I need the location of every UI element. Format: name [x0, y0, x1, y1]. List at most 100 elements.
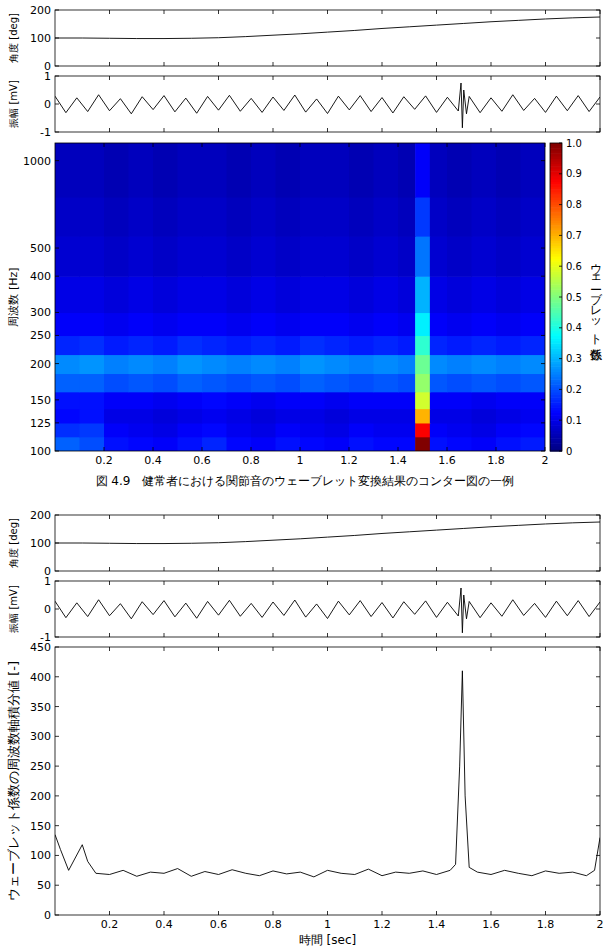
- y-tick: [541, 335, 545, 336]
- heat-cell: [521, 354, 546, 374]
- x-tick-label: 2: [542, 454, 549, 467]
- heat-cell: [104, 312, 129, 336]
- y-tick: [541, 276, 545, 277]
- x-tick: [164, 62, 165, 66]
- heat-cell: [415, 354, 430, 374]
- heat-cell: [129, 143, 154, 198]
- heat-cell: [472, 143, 497, 198]
- x-tick-label: 0.6: [210, 918, 228, 931]
- plot-area: [55, 588, 600, 633]
- y-tick: [596, 515, 600, 516]
- heat-cell: [325, 392, 350, 409]
- colorbar-tick: [559, 235, 562, 236]
- heat-cell: [496, 276, 521, 313]
- heat-cell: [415, 437, 430, 451]
- colorbar-tick: [559, 451, 562, 452]
- figure: 0100200角度 [deg]-101振幅 [mV]00.10.20.30.40…: [0, 0, 610, 951]
- heat-cell: [521, 312, 546, 336]
- heat-cell: [430, 409, 448, 424]
- heat-cell: [153, 437, 178, 451]
- data-line: [55, 17, 600, 39]
- heat-cell: [349, 236, 374, 277]
- heat-cell: [374, 143, 399, 198]
- heat-cell: [227, 335, 252, 355]
- x-tick: [436, 515, 437, 519]
- x-tick-label: 0.2: [101, 918, 119, 931]
- y-tick: [541, 399, 545, 400]
- heat-cell: [300, 437, 325, 451]
- heat-cell: [227, 354, 252, 374]
- x-tick: [447, 143, 448, 147]
- heat-cell: [472, 236, 497, 277]
- plot-area: [55, 671, 600, 877]
- heat-cell: [430, 392, 448, 409]
- heat-cell: [153, 335, 178, 355]
- x-tick-label: 1.4: [389, 454, 407, 467]
- heat-cell: [276, 312, 301, 336]
- heat-cell: [129, 437, 154, 451]
- heat-cell: [80, 312, 105, 336]
- x-tick: [218, 647, 219, 651]
- heat-cell: [276, 423, 301, 437]
- y-tick-label: 0: [44, 909, 51, 922]
- x-tick: [491, 10, 492, 14]
- x-tick: [545, 447, 546, 451]
- plot-area: [55, 143, 545, 451]
- y-tick-label: 400: [30, 671, 51, 684]
- heat-cell: [104, 392, 129, 409]
- x-tick: [491, 581, 492, 585]
- x-tick-label: 0.8: [242, 454, 260, 467]
- x-tick: [491, 76, 492, 80]
- heat-cell: [374, 236, 399, 277]
- y-tick-label: 100: [30, 849, 51, 862]
- heat-cell: [415, 236, 430, 277]
- heat-cell: [398, 143, 416, 198]
- heat-cell: [178, 409, 203, 424]
- heat-cell: [521, 373, 546, 392]
- heat-cell: [227, 409, 252, 424]
- x-tick: [382, 581, 383, 585]
- x-tick: [327, 128, 328, 132]
- x-tick: [436, 62, 437, 66]
- y-tick: [55, 422, 59, 423]
- heat-cell: [374, 335, 399, 355]
- y-tick: [596, 637, 600, 638]
- heat-cell: [227, 423, 252, 437]
- y-tick: [596, 609, 600, 610]
- y-tick: [596, 706, 600, 707]
- y-tick: [596, 766, 600, 767]
- heat-cell: [349, 335, 374, 355]
- heat-cell: [153, 373, 178, 392]
- x-tick-label: 0.6: [193, 454, 211, 467]
- heat-cell: [178, 437, 203, 451]
- x-tick: [164, 581, 165, 585]
- heat-cell: [398, 373, 416, 392]
- y-tick: [55, 160, 59, 161]
- heat-cell: [415, 373, 430, 392]
- heat-cell: [374, 423, 399, 437]
- heat-cell: [178, 373, 203, 392]
- heat-cell: [129, 276, 154, 313]
- heat-cell: [415, 409, 430, 424]
- x-tick: [153, 447, 154, 451]
- y-tick: [541, 422, 545, 423]
- colorbar-tick-label: 0.5: [566, 292, 582, 303]
- heat-cell: [349, 354, 374, 374]
- heat-cell: [104, 335, 129, 355]
- heat-cell: [398, 276, 416, 313]
- heat-cell: [202, 197, 227, 237]
- heat-cell: [447, 354, 472, 374]
- x-tick: [496, 447, 497, 451]
- heat-cell: [447, 423, 472, 437]
- heat-cell: [496, 335, 521, 355]
- x-tick: [382, 515, 383, 519]
- colorbar-tick-label: 0.4: [566, 322, 582, 333]
- heat-cell: [415, 197, 430, 237]
- plot-area: [55, 83, 600, 128]
- x-tick: [327, 62, 328, 66]
- x-tick: [600, 62, 601, 66]
- heat-cell: [202, 409, 227, 424]
- x-tick: [273, 647, 274, 651]
- heat-cell: [153, 312, 178, 336]
- data-line: [55, 83, 600, 128]
